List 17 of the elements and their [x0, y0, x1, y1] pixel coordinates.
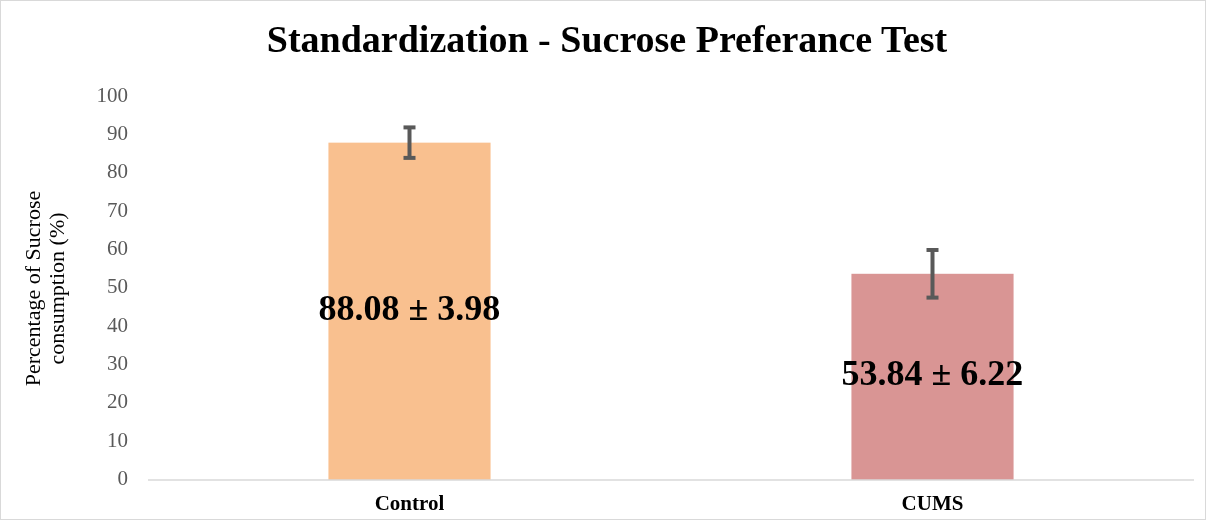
y-tick-label: 20: [107, 389, 128, 414]
y-tick-label: 10: [107, 427, 128, 452]
data-label: 53.84 ± 6.22: [841, 353, 1024, 394]
x-tick-label: Control: [374, 491, 445, 515]
y-tick-label: 60: [107, 236, 128, 261]
y-tick-label: 70: [107, 197, 128, 222]
y-tick-label: 30: [107, 350, 128, 375]
y-tick-label: 50: [107, 274, 128, 299]
y-axis-title: Percentage of Sucrose consumption (%): [20, 190, 69, 387]
y-tick-label: 0: [117, 465, 128, 490]
chart-title: Standardization - Sucrose Preferance Test: [266, 18, 948, 60]
y-tick-label: 100: [96, 82, 128, 107]
y-tick-label: 80: [107, 159, 128, 184]
x-tick-label: CUMS: [901, 491, 964, 515]
y-tick-label: 40: [107, 312, 128, 337]
data-label: 88.08 ± 3.98: [318, 287, 501, 328]
y-tick-label: 90: [107, 121, 128, 146]
